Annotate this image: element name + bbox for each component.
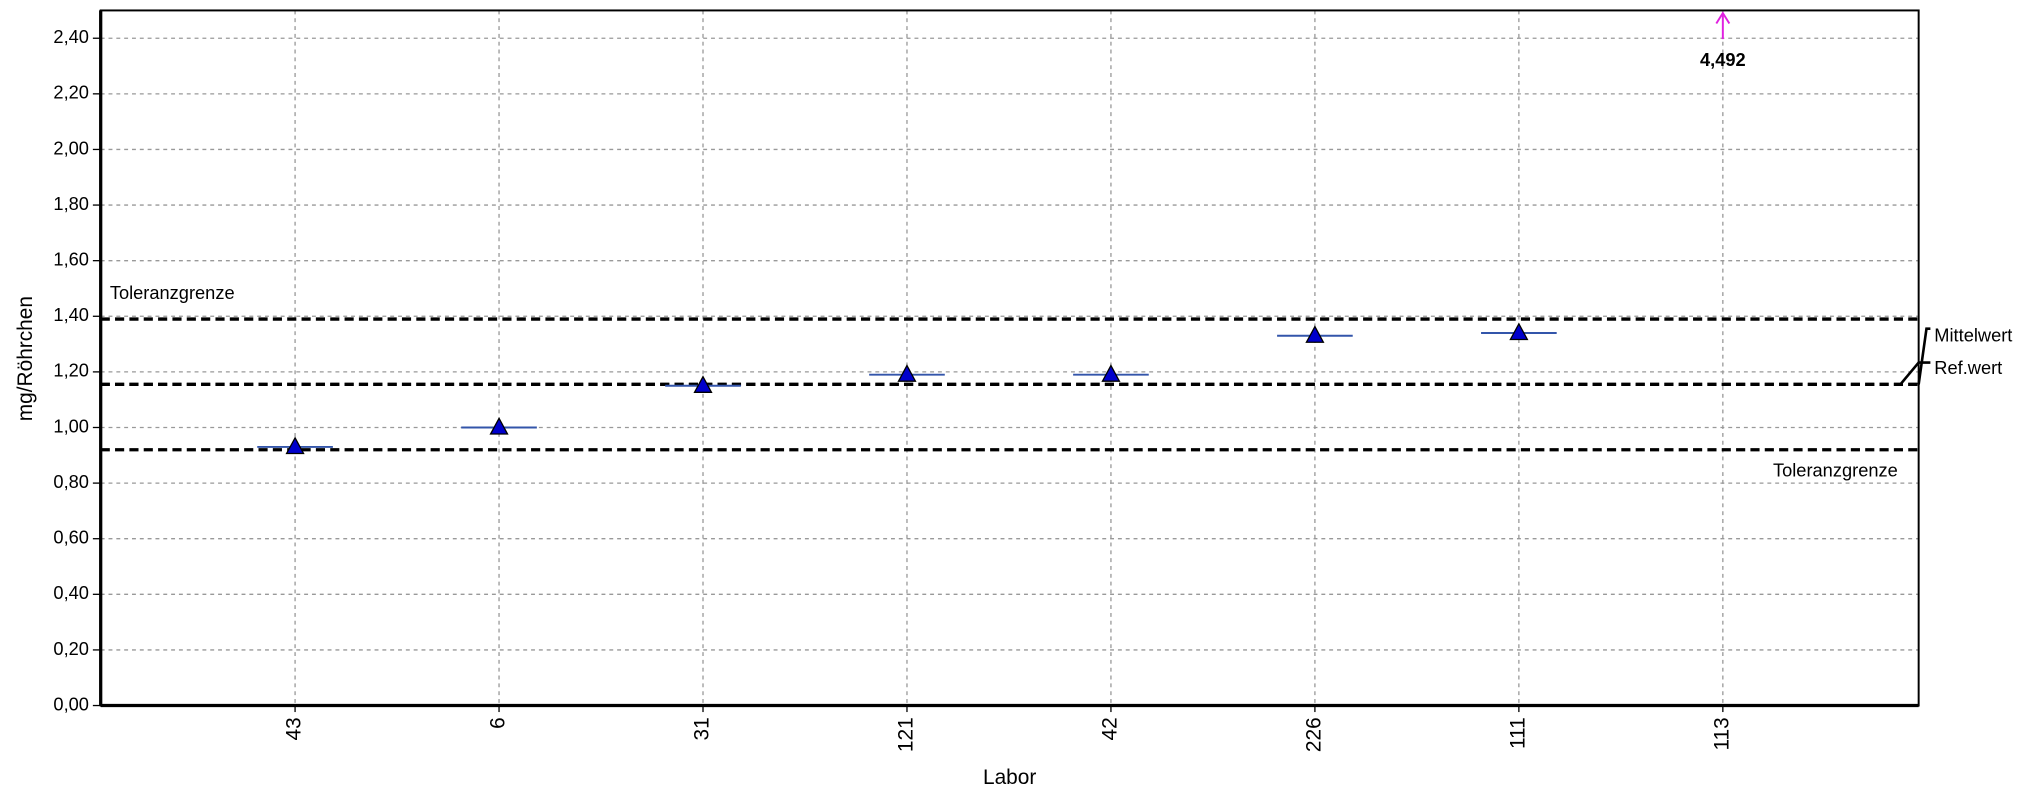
x-tick-label: 31 xyxy=(691,717,714,740)
y-tick-label: 1,60 xyxy=(53,248,89,269)
reference-label: Toleranzgrenze xyxy=(1773,460,1898,481)
x-tick-label: 111 xyxy=(1506,717,1529,749)
reference-label: Ref.wert xyxy=(1934,357,2002,378)
value-label: 4,492 xyxy=(1700,49,1746,70)
y-tick-label: 0,20 xyxy=(53,638,89,659)
y-tick-label: 1,20 xyxy=(53,360,89,381)
y-tick-label: 1,80 xyxy=(53,193,89,214)
reference-label: Toleranzgrenze xyxy=(110,282,235,303)
y-tick-label: 0,00 xyxy=(53,693,89,714)
y-axis-label: mg/Röhrchen xyxy=(14,296,37,421)
off-scale-arrow xyxy=(1715,11,1731,40)
y-tick-label: 0,80 xyxy=(53,471,89,492)
x-tick-label: 226 xyxy=(1302,717,1325,752)
x-tick-label: 121 xyxy=(894,717,917,752)
x-tick-label: 113 xyxy=(1710,717,1733,750)
y-tick-label: 1,40 xyxy=(53,304,89,325)
point xyxy=(1101,364,1121,382)
point xyxy=(285,436,305,455)
x-tick-label: 42 xyxy=(1098,717,1121,740)
reference-label: Mittelwert xyxy=(1934,324,2012,345)
label-leader xyxy=(1917,327,1931,385)
y-tick-label: 2,00 xyxy=(53,137,89,158)
point xyxy=(1509,322,1529,341)
y-tick-label: 0,40 xyxy=(53,582,89,603)
point xyxy=(489,416,509,435)
point xyxy=(897,364,917,382)
label-leader xyxy=(1899,361,1931,386)
x-tick-label: 43 xyxy=(283,717,306,740)
x-axis-label: Labor xyxy=(983,766,1036,789)
x-tick-label: 6 xyxy=(487,717,510,729)
y-tick-label: 1,00 xyxy=(53,415,89,436)
point xyxy=(693,375,713,393)
y-tick-label: 2,20 xyxy=(53,82,89,103)
point xyxy=(1305,325,1325,343)
y-tick-label: 2,40 xyxy=(53,26,89,47)
y-tick-label: 0,60 xyxy=(53,527,89,548)
